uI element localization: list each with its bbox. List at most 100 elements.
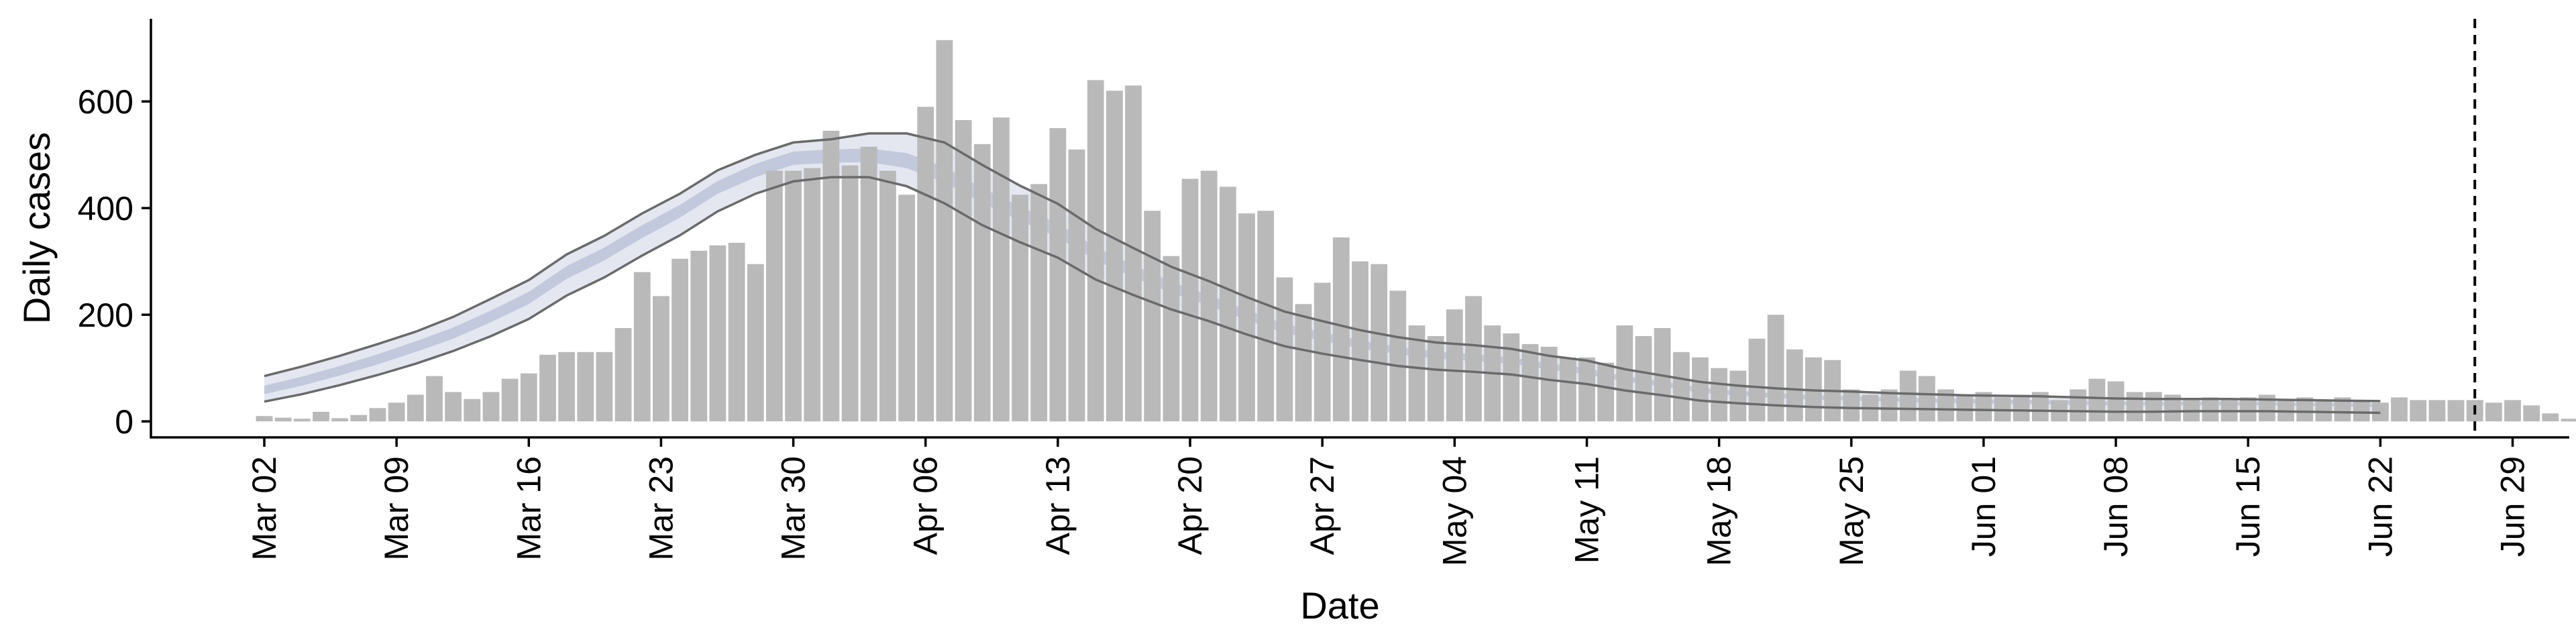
bar — [1389, 290, 1407, 422]
bar — [917, 107, 934, 422]
bar — [2296, 397, 2314, 422]
bar — [653, 296, 669, 422]
x-tick-label: Mar 23 — [642, 456, 680, 561]
bar — [2391, 397, 2408, 422]
bar — [2239, 397, 2257, 422]
x-tick-label: May 18 — [1701, 456, 1738, 566]
bar — [1729, 370, 1747, 422]
y-tick-label: 0 — [115, 403, 133, 441]
bar — [2504, 400, 2521, 422]
bar — [841, 165, 859, 422]
estimate-band-bounds-layer — [264, 132, 2381, 415]
bar — [1597, 362, 1614, 422]
x-axis-ticks: Mar 02 Mar 09 Mar 16 Mar 23 Mar 30 Apr 06 Apr … — [246, 437, 2532, 566]
x-tick-label: Apr 13 — [1039, 456, 1077, 555]
x-tick-label: Mar 02 — [246, 456, 283, 561]
bar — [482, 392, 500, 422]
x-tick-label: May 11 — [1568, 456, 1606, 564]
x-axis-label: Date — [1300, 584, 1379, 627]
bar — [539, 354, 556, 422]
y-axis-ticks: 0 200 400 600 — [78, 83, 151, 441]
bar — [1748, 338, 1766, 422]
bar — [313, 411, 329, 422]
bar — [1692, 357, 1709, 422]
x-tick-label: Jun 08 — [2097, 456, 2135, 557]
bar — [1919, 376, 1935, 422]
bar — [879, 170, 896, 422]
bar — [1220, 186, 1236, 422]
bar — [1786, 349, 1803, 422]
bar — [1163, 256, 1180, 422]
y-tick-label: 200 — [78, 297, 133, 334]
bar — [633, 272, 651, 422]
bar — [350, 415, 368, 422]
bar — [1200, 170, 1218, 422]
bar — [1012, 195, 1028, 422]
band-upper-line — [264, 132, 2381, 402]
bar — [709, 245, 727, 422]
bar — [1521, 343, 1539, 422]
bar — [1295, 304, 1312, 422]
bar — [1899, 370, 1917, 422]
x-tick-label: Jun 29 — [2494, 456, 2532, 557]
bar — [2353, 400, 2370, 422]
bar — [274, 417, 292, 422]
bar — [973, 144, 991, 422]
bar — [2145, 392, 2162, 422]
bars-layer — [256, 40, 2576, 422]
bar — [407, 394, 424, 422]
bar — [293, 419, 311, 422]
bar — [1880, 389, 1898, 422]
bar — [256, 416, 273, 422]
bar — [1068, 149, 1085, 422]
x-tick-label: Mar 09 — [378, 456, 415, 561]
bar — [804, 168, 821, 422]
bar — [388, 402, 405, 422]
bar — [1446, 309, 1463, 422]
bar — [860, 146, 877, 422]
bar — [1332, 237, 1350, 422]
bar — [2012, 394, 2030, 422]
x-tick-label: Jun 15 — [2229, 456, 2267, 557]
x-tick-label: Mar 16 — [510, 456, 547, 561]
bar — [1503, 333, 1520, 422]
x-tick-label: Jun 01 — [1965, 456, 2002, 557]
bar — [2447, 400, 2465, 422]
bar — [1352, 261, 1368, 422]
bar — [1843, 389, 1860, 422]
bar — [2202, 397, 2219, 422]
x-tick-label: May 04 — [1436, 456, 1473, 566]
bar — [2107, 381, 2125, 422]
bar — [464, 398, 481, 422]
bar — [2485, 402, 2502, 422]
bar — [1635, 336, 1652, 422]
bar — [520, 373, 537, 422]
bar — [2315, 400, 2332, 422]
bar — [577, 352, 594, 422]
bar — [728, 242, 745, 422]
bar — [2523, 405, 2540, 422]
bar — [1087, 80, 1104, 422]
bar — [2410, 400, 2427, 422]
bar — [369, 408, 386, 422]
bar — [766, 170, 783, 422]
bar — [2561, 419, 2576, 422]
x-tick-label: Apr 27 — [1303, 456, 1341, 555]
bar — [1238, 213, 1255, 422]
bar — [1030, 184, 1048, 422]
bar — [955, 120, 972, 422]
x-tick-label: May 25 — [1833, 456, 1870, 566]
bar — [1125, 85, 1142, 422]
bar — [1276, 277, 1293, 422]
bar — [1540, 346, 1558, 422]
bar — [2070, 389, 2087, 422]
bar — [898, 195, 915, 422]
bar — [822, 130, 840, 422]
bar — [501, 378, 519, 422]
bar — [2542, 413, 2559, 422]
bar — [1711, 368, 1727, 422]
bar — [1956, 394, 1974, 422]
bar — [672, 258, 688, 422]
bar — [1975, 392, 1992, 422]
bar — [558, 352, 575, 422]
